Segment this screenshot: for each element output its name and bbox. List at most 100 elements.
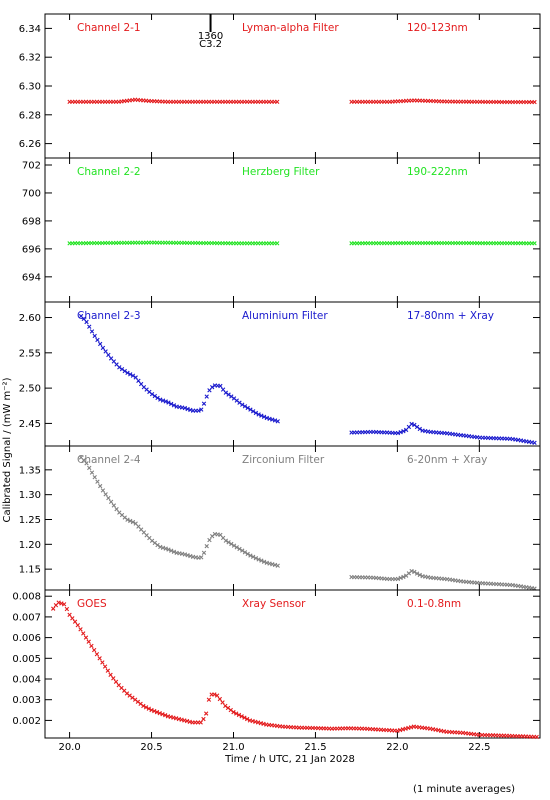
y-tick-label: 6.34	[19, 24, 41, 35]
data-point	[166, 400, 171, 405]
data-point	[209, 384, 215, 390]
flare-annotation-class: C3.2	[199, 39, 222, 50]
averaging-footnote: (1 minute averages)	[413, 784, 515, 795]
data-point	[275, 419, 280, 424]
data-point	[532, 241, 537, 246]
data-point	[72, 619, 78, 624]
data-point	[532, 440, 537, 445]
data-point	[130, 373, 136, 378]
data-point	[100, 660, 105, 665]
data-point	[108, 499, 114, 505]
data-point	[169, 548, 174, 553]
data-point	[64, 606, 70, 612]
y-tick-label: 0.008	[12, 592, 41, 603]
y-tick-label: 0.006	[12, 633, 41, 644]
data-point	[236, 712, 242, 718]
y-tick-label: 0.007	[12, 612, 41, 623]
x-tick-label: 20.0	[58, 742, 80, 753]
data-point	[199, 407, 204, 412]
data-point	[125, 517, 130, 522]
data-point	[103, 349, 108, 354]
data-point	[105, 668, 111, 673]
data-point	[259, 558, 264, 563]
data-point	[171, 549, 177, 555]
data-point	[196, 408, 201, 413]
series-segment-1	[78, 455, 280, 568]
series-segment-1	[67, 97, 280, 105]
data-point	[218, 383, 223, 389]
data-point	[87, 324, 92, 329]
data-point	[245, 551, 250, 557]
data-point	[409, 421, 414, 427]
x-tick-label: 20.5	[140, 742, 162, 753]
data-point	[401, 429, 406, 434]
panel-4: 1.15 1.20 1.25 1.30 1.35 Channel 2-4 Zirconium…	[19, 445, 541, 591]
data-point	[106, 352, 111, 358]
y-tick-label: 696	[22, 244, 41, 255]
data-point	[106, 495, 111, 501]
panel-3: 2.45 2.50 2.55 2.60 Channel 2-3 Aluminium Fil…	[19, 301, 541, 447]
data-point	[250, 409, 256, 414]
data-point	[152, 708, 157, 714]
data-point	[100, 488, 106, 493]
data-point	[275, 563, 280, 568]
series-segment-2	[349, 421, 537, 445]
data-point	[95, 479, 100, 484]
data-point	[157, 710, 162, 716]
data-point	[207, 537, 212, 543]
y-axis-label: Calibrated Signal / (mW m⁻²)	[2, 377, 13, 522]
panel-frame	[44, 589, 541, 739]
y-tick-label: 1.35	[19, 465, 41, 476]
band-label: 120-123nm	[407, 22, 468, 34]
channel-label: Channel 2-1	[77, 22, 141, 34]
series-segment-1	[67, 240, 280, 246]
series-segment-1	[51, 600, 539, 740]
data-point	[141, 703, 146, 709]
data-point	[234, 545, 239, 550]
y-tick-label: 1.15	[19, 565, 41, 576]
filter-label: Zirconium Filter	[242, 454, 325, 466]
data-point	[234, 711, 239, 716]
data-point	[206, 697, 212, 702]
data-point	[169, 401, 174, 407]
data-point	[414, 571, 420, 576]
data-point	[122, 368, 127, 374]
band-label: 0.1-0.8nm	[407, 598, 461, 610]
data-point	[149, 391, 155, 397]
y-tick-label: 6.32	[19, 53, 41, 64]
data-point	[78, 627, 83, 632]
data-point	[401, 574, 406, 580]
data-point	[239, 714, 244, 719]
data-point	[136, 378, 141, 383]
data-point	[250, 554, 256, 560]
data-point	[395, 430, 401, 436]
band-label: 190-222nm	[407, 166, 468, 178]
series-segment-2	[349, 568, 537, 591]
data-point	[226, 392, 231, 397]
data-point	[212, 692, 217, 697]
data-point	[248, 407, 253, 412]
filter-label: Xray Sensor	[242, 598, 306, 610]
data-point	[119, 367, 125, 372]
panel-frame	[44, 13, 541, 159]
band-label: 17-80nm + Xray	[407, 310, 494, 322]
x-axis: 20.0 20.5 21.0 21.5 22.0 22.5	[58, 742, 490, 753]
y-tick-label: 1.30	[19, 490, 41, 501]
data-point	[130, 519, 136, 525]
data-point	[117, 365, 122, 370]
series-segment-1	[78, 313, 280, 424]
channel-label: Channel 2-3	[77, 310, 141, 322]
y-tick-label: 0.003	[12, 695, 41, 706]
y-tick-label: 700	[22, 188, 41, 199]
data-point	[111, 676, 116, 681]
y-tick-label: 0.002	[12, 716, 41, 727]
filter-label: Lyman-alpha Filter	[242, 22, 339, 34]
data-point	[51, 606, 56, 611]
data-point	[245, 405, 250, 411]
channel-label: Channel 2-4	[77, 454, 141, 466]
data-point	[89, 329, 95, 334]
x-tick-label: 22.0	[386, 742, 408, 753]
data-point	[89, 643, 94, 649]
data-point	[261, 559, 267, 564]
